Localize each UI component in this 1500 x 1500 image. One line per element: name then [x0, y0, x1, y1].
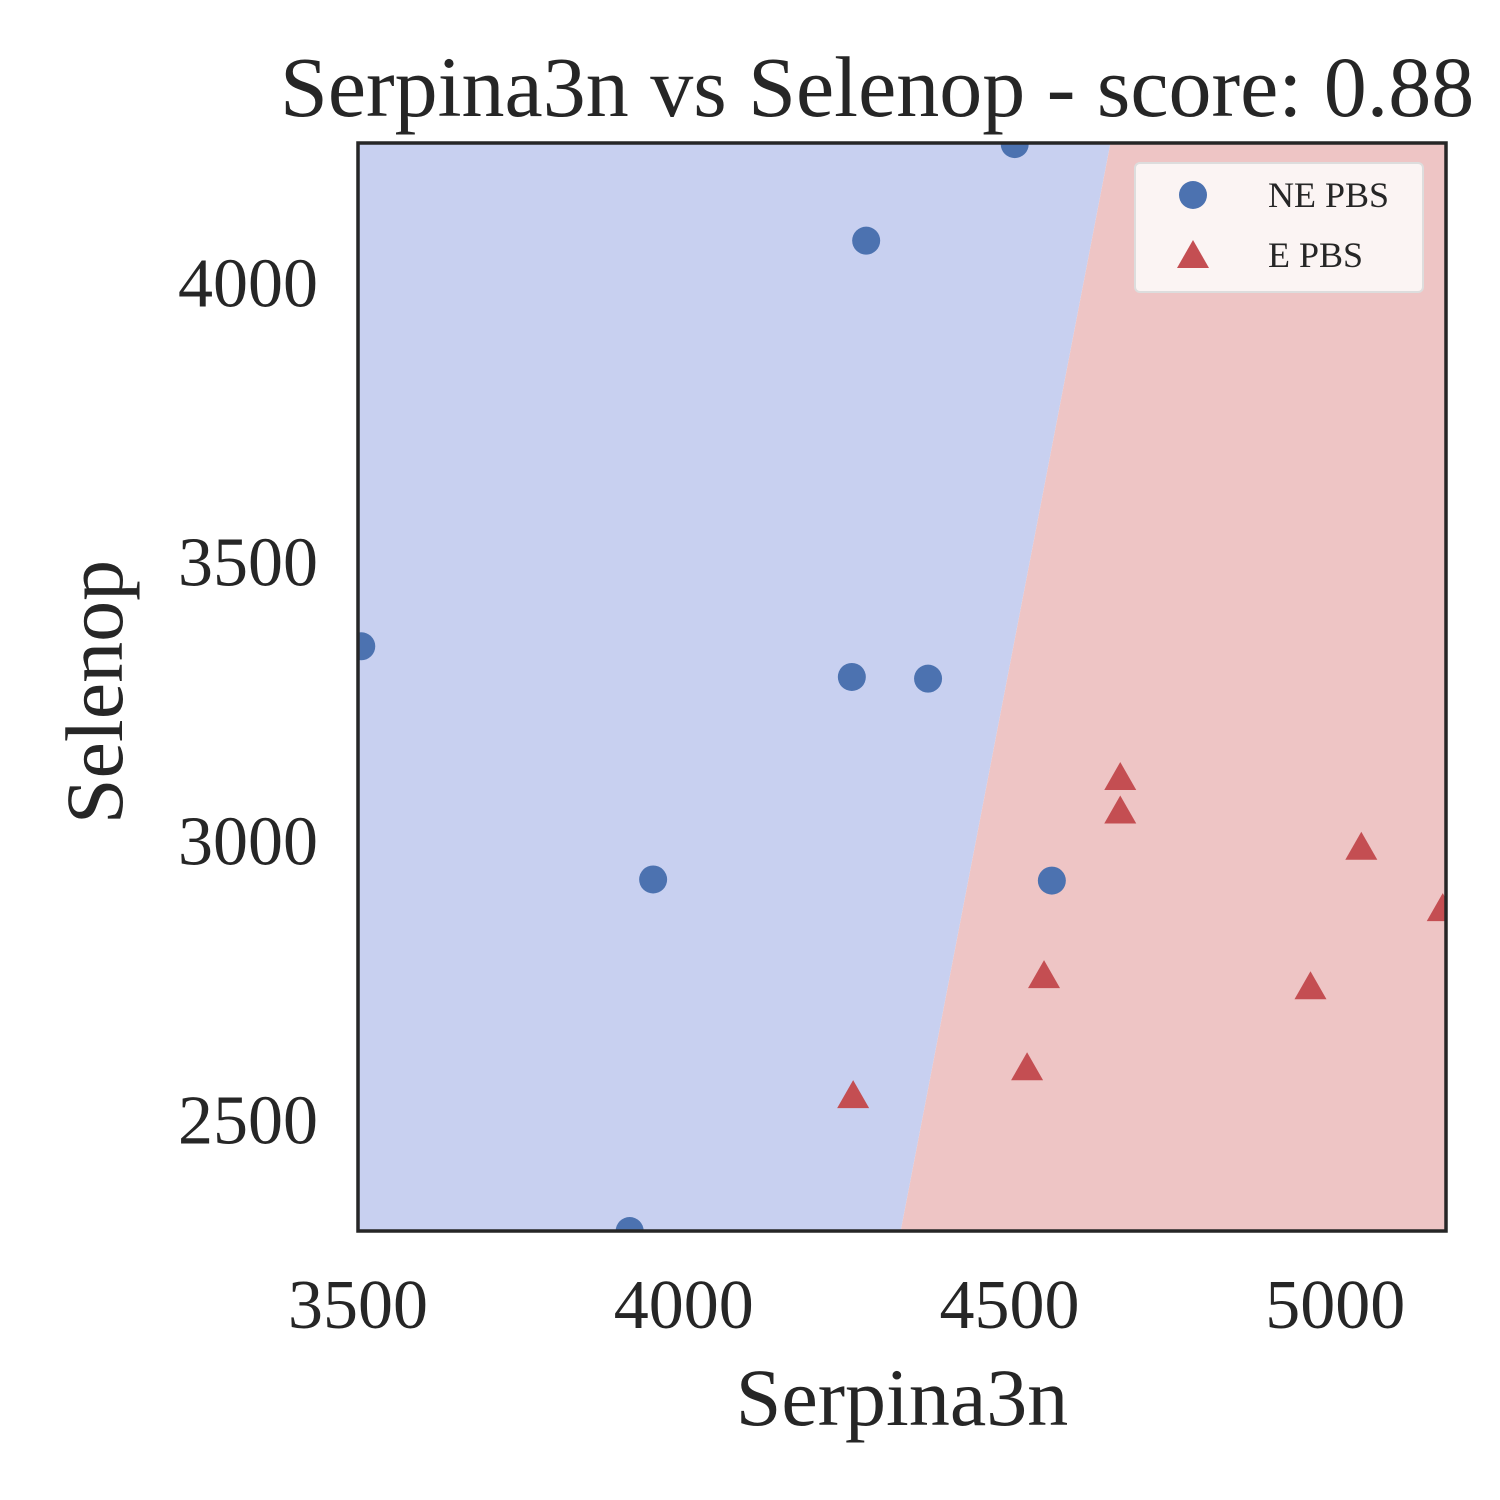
y-tick-label-2500: 2500	[178, 1082, 318, 1159]
legend-ne-pbs-marker	[1179, 181, 1207, 209]
e-pbs-point-6	[1294, 971, 1327, 1000]
y-tick-label-3000: 3000	[178, 803, 318, 880]
ne-pbs-point-7	[1037, 866, 1066, 895]
e-pbs-point-7	[1011, 1052, 1044, 1081]
x-tick-label-3500: 3500	[288, 1267, 428, 1344]
x-tick-label-5000: 5000	[1265, 1267, 1405, 1344]
decision-region-e	[900, 143, 1446, 1231]
e-pbs-point-4	[1426, 893, 1446, 922]
y-axis-label: Selenop	[49, 560, 140, 824]
ne-pbs-point-1	[1000, 143, 1029, 159]
ne-pbs-point-6	[639, 865, 668, 894]
legend-ne-pbs-label: NE PBS	[1268, 175, 1389, 215]
ne-pbs-point-3	[358, 632, 376, 661]
e-pbs-point-5	[1028, 960, 1061, 989]
ne-pbs-point-2	[852, 226, 881, 255]
legend: NE PBS E PBS	[1134, 162, 1424, 293]
legend-e-pbs-marker	[1177, 240, 1209, 268]
x-tick-label-4500: 4500	[939, 1267, 1079, 1344]
ne-pbs-point-5	[914, 664, 943, 693]
y-tick-label-3500: 3500	[178, 524, 318, 601]
legend-box	[1134, 162, 1424, 293]
ne-pbs-point-4	[837, 662, 866, 691]
e-pbs-point-2	[1104, 795, 1137, 824]
x-tick-label-4000: 4000	[614, 1267, 754, 1344]
e-pbs-point-3	[1345, 831, 1378, 860]
legend-e-pbs-label: E PBS	[1268, 235, 1363, 275]
e-pbs-point-1	[1104, 762, 1137, 791]
plot-frame	[356, 141, 1448, 1233]
e-pbs-point-8	[837, 1080, 870, 1109]
ne-pbs-point-8	[615, 1217, 644, 1231]
x-axis-label: Serpina3n	[736, 1352, 1068, 1443]
decision-region-ne	[358, 143, 1111, 1231]
chart-title: Serpina3n vs Selenop - score: 0.88	[280, 39, 1474, 135]
y-tick-label-4000: 4000	[178, 245, 318, 322]
